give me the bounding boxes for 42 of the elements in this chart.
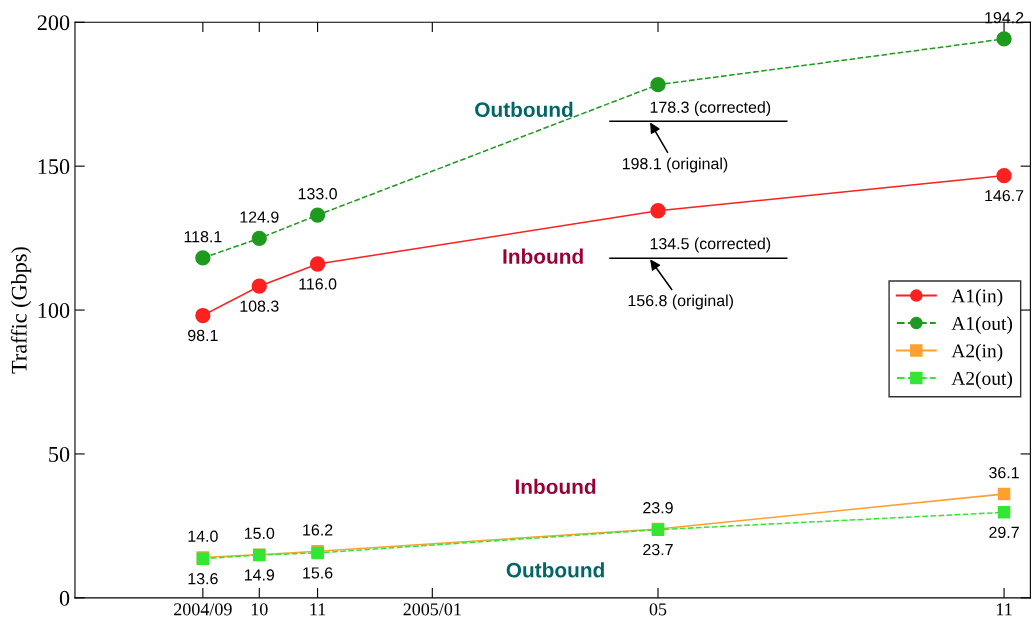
annotation: 156.8 (original)	[628, 294, 733, 310]
data-label: 118.1	[184, 230, 222, 243]
data-label: 133.0	[298, 188, 337, 200]
y-tick-label: 100	[38, 302, 70, 318]
x-tick-label: 2004/09	[174, 603, 232, 616]
x-tick-label: 11	[310, 603, 326, 616]
data-label: 29.7	[989, 526, 1019, 538]
annotation: Inbound	[515, 478, 596, 495]
data-label: 16.2	[303, 524, 333, 536]
legend-label: A2(in)	[951, 343, 1003, 362]
y-tick-label: 0	[59, 590, 70, 606]
legend-label: A1(in)	[951, 288, 1003, 307]
data-label: 15.0	[244, 527, 275, 540]
data-label: 36.1	[989, 466, 1019, 479]
y-tick-label: 200	[37, 15, 70, 31]
x-tick-label: 11	[996, 603, 1012, 616]
annotation: 198.1 (original)	[622, 157, 728, 173]
legend-label: A1(out)	[951, 316, 1013, 334]
annotation: Outbound	[506, 562, 604, 578]
y-tick-label: 50	[49, 446, 70, 462]
data-label: 98.1	[188, 329, 218, 342]
data-label: 14.0	[188, 530, 218, 542]
data-label: 23.9	[643, 502, 673, 514]
data-label: 116.0	[299, 278, 337, 290]
x-tick-label: 05	[649, 603, 667, 616]
annotation: Outbound	[475, 101, 573, 118]
annotation: 134.5 (corrected)	[650, 237, 771, 253]
data-label: 108.3	[240, 300, 279, 312]
data-label: 146.7	[985, 189, 1024, 202]
annotation: 178.3 (corrected)	[650, 101, 771, 117]
data-label: 13.6	[188, 573, 218, 585]
data-label: 194.2	[985, 11, 1024, 24]
y-tick-label: 150	[38, 159, 70, 175]
data-label: 15.6	[303, 567, 333, 579]
y-axis-title: Traffic (Gbps)	[10, 247, 32, 374]
data-label: 124.9	[240, 211, 279, 223]
x-tick-label: 2005/01	[403, 603, 461, 616]
data-label: 23.7	[643, 543, 673, 556]
data-label: 14.9	[244, 569, 275, 581]
x-tick-label: 10	[251, 603, 268, 616]
legend-label: A2(out)	[951, 371, 1013, 389]
annotation: Inbound	[503, 248, 583, 264]
